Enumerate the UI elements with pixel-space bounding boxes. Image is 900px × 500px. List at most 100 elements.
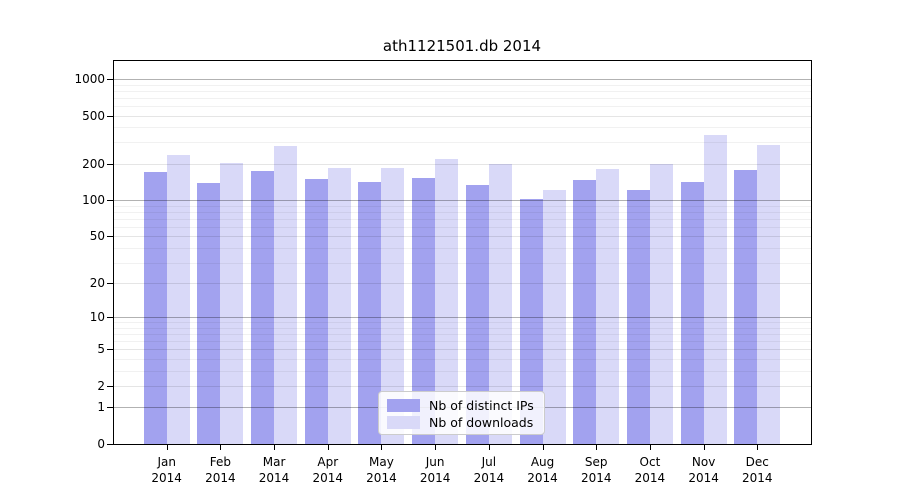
x-tick-month: Sep: [584, 455, 608, 469]
x-tick-label: Sep 2014: [566, 454, 626, 486]
x-tick-month: Jun: [425, 455, 445, 469]
x-tick-label: Mar 2014: [244, 454, 304, 486]
bar-distinct-ips: [251, 170, 275, 444]
bar-downloads: [381, 168, 405, 444]
grid-line: [113, 236, 811, 238]
grid-line: [113, 97, 811, 99]
grid-line: [113, 211, 811, 213]
legend-label-distinct-ips: Nb of distinct IPs: [429, 398, 534, 413]
x-tick-mark: [596, 445, 598, 450]
y-tick-mark: [107, 236, 113, 238]
grid-line: [113, 283, 811, 285]
x-tick-year: 2014: [419, 471, 451, 485]
bar-distinct-ips: [358, 181, 382, 444]
y-tick-mark: [107, 78, 113, 80]
grid-line: [113, 84, 811, 86]
x-tick-year: 2014: [473, 471, 505, 485]
bar-distinct-ips: [143, 172, 167, 444]
bar-downloads: [703, 135, 727, 444]
x-tick-label: May 2014: [351, 454, 411, 486]
grid-line: [113, 327, 811, 329]
bar-distinct-ips: [412, 177, 436, 444]
x-tick-label: Jan 2014: [137, 454, 197, 486]
bar-downloads: [757, 144, 781, 444]
grid-line: [113, 322, 811, 324]
x-tick-month: Jul: [481, 455, 497, 469]
y-tick-mark: [107, 163, 113, 165]
bar-downloads: [327, 167, 351, 444]
bar-downloads: [649, 164, 673, 444]
legend-swatch-downloads: [387, 416, 420, 429]
y-tick-mark: [107, 407, 113, 409]
x-tick-mark: [274, 445, 276, 450]
y-tick-label: 10: [89, 310, 105, 325]
x-tick-month: Mar: [262, 455, 286, 469]
y-tick-label: 500: [82, 108, 105, 123]
x-tick-month: Apr: [317, 455, 339, 469]
x-tick-label: Nov 2014: [674, 454, 734, 486]
x-tick-year: 2014: [258, 471, 290, 485]
x-tick-month: Nov: [691, 455, 716, 469]
x-tick-mark: [757, 445, 759, 450]
x-tick-mark: [649, 445, 651, 450]
x-tick-mark: [381, 445, 383, 450]
bar-downloads: [596, 169, 620, 444]
x-tick-label: Dec 2014: [727, 454, 787, 486]
bar-downloads: [542, 189, 566, 444]
grid-line: [113, 78, 811, 80]
bar-distinct-ips: [304, 178, 328, 444]
grid-line: [113, 127, 811, 129]
bar-distinct-ips: [626, 189, 650, 444]
y-tick-mark: [107, 317, 113, 319]
grid-line: [113, 90, 811, 92]
grid-line: [113, 200, 811, 202]
grid-line: [113, 142, 811, 144]
grid-line: [113, 385, 811, 387]
x-tick-month: Jan: [157, 455, 176, 469]
x-tick-label: Feb 2014: [190, 454, 250, 486]
x-tick-year: 2014: [527, 471, 558, 485]
bar-distinct-ips: [734, 169, 758, 444]
bar-distinct-ips: [573, 179, 597, 444]
grid-line: [113, 105, 811, 107]
grid-line: [113, 226, 811, 228]
bar-downloads: [220, 163, 244, 444]
x-tick-mark: [327, 445, 329, 450]
legend-swatch-distinct-ips: [387, 399, 420, 412]
legend: Nb of distinct IPs Nb of downloads: [378, 391, 545, 435]
grid-line: [113, 205, 811, 207]
x-tick-label: Apr 2014: [298, 454, 358, 486]
x-tick-label: Jul 2014: [459, 454, 519, 486]
y-tick-label: 200: [82, 156, 105, 171]
y-tick-mark: [107, 283, 113, 285]
grid-line: [113, 370, 811, 372]
legend-row-distinct-ips: Nb of distinct IPs: [387, 397, 536, 414]
bar-downloads: [274, 146, 298, 444]
y-tick-label: 50: [89, 229, 105, 244]
bar-downloads: [488, 163, 512, 444]
grid-line: [113, 262, 811, 264]
grid-line: [113, 341, 811, 343]
grid-line: [113, 218, 811, 220]
y-tick-mark: [107, 200, 113, 202]
grid-line: [113, 317, 811, 319]
x-tick-year: 2014: [205, 471, 236, 485]
x-tick-month: Dec: [745, 455, 769, 469]
x-tick-mark: [703, 445, 705, 450]
x-tick-year: 2014: [580, 471, 612, 485]
grid-line: [113, 349, 811, 351]
x-tick-year: 2014: [366, 471, 397, 485]
x-tick-month: May: [369, 455, 394, 469]
bar-downloads: [435, 159, 459, 444]
bar-distinct-ips: [465, 184, 489, 444]
x-tick-mark: [166, 445, 168, 450]
legend-label-downloads: Nb of downloads: [429, 415, 534, 430]
y-tick-mark: [107, 349, 113, 351]
bar-downloads: [166, 154, 190, 444]
grid-line: [113, 115, 811, 117]
x-tick-label: Jun 2014: [405, 454, 465, 486]
bar-distinct-ips: [680, 181, 704, 444]
x-tick-month: Aug: [530, 455, 555, 469]
x-tick-month: Feb: [209, 455, 231, 469]
